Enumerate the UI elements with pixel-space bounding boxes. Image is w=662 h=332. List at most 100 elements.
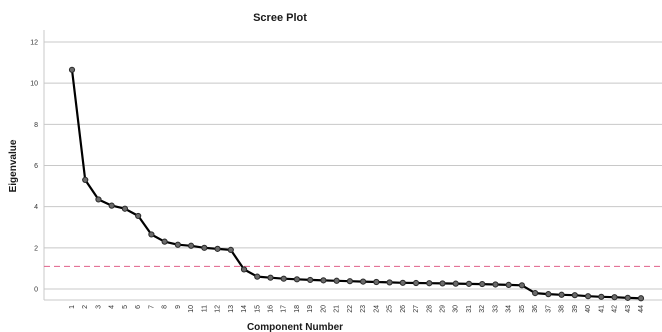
x-tick-label-1: 1 <box>69 305 76 309</box>
y-tick-label-8: 8 <box>34 122 38 129</box>
x-tick-label-36: 36 <box>532 305 539 313</box>
x-tick-label-17: 17 <box>281 305 288 313</box>
x-tick-label-12: 12 <box>215 305 222 313</box>
data-point-13 <box>227 246 234 253</box>
x-axis-ticks: 1 2 3 4 5 6 7 8 9 10 11 12 13 14 15 16 17 18 19 20 21 22 23 24 2… <box>69 305 645 313</box>
x-tick-label-39: 39 <box>572 305 579 313</box>
x-tick-label-5: 5 <box>122 305 129 309</box>
x-tick-label-27: 27 <box>413 305 420 313</box>
x-tick-label-38: 38 <box>559 305 566 313</box>
data-point-10 <box>187 242 195 249</box>
y-tick-label-0: 0 <box>34 287 38 294</box>
x-tick-label-13: 13 <box>228 305 235 313</box>
x-tick-label-11: 11 <box>201 305 208 312</box>
x-tick-label-7: 7 <box>148 305 155 309</box>
data-point-9 <box>174 241 181 248</box>
data-point-4 <box>108 202 115 209</box>
y-tick-label-2: 2 <box>34 245 38 252</box>
data-point-1 <box>68 66 76 73</box>
y-tick-label-12: 12 <box>30 40 38 47</box>
data-point-18 <box>293 276 301 283</box>
data-point-32 <box>479 280 486 288</box>
x-tick-label-26: 26 <box>400 305 407 313</box>
x-axis-label: Component Number <box>247 322 343 332</box>
data-point-23 <box>360 278 367 285</box>
data-point-27 <box>412 279 420 287</box>
x-tick-label-33: 33 <box>492 305 499 313</box>
x-tick-label-9: 9 <box>175 305 182 309</box>
data-point-11 <box>201 244 208 251</box>
x-tick-label-32: 32 <box>479 305 486 313</box>
data-point-16 <box>267 274 274 281</box>
x-tick-label-16: 16 <box>267 305 274 313</box>
x-tick-label-28: 28 <box>426 305 433 313</box>
data-point-37 <box>545 291 552 298</box>
x-tick-label-34: 34 <box>506 305 513 313</box>
data-point-21 <box>333 277 340 284</box>
data-point-12 <box>214 245 221 252</box>
x-tick-label-35: 35 <box>519 305 526 313</box>
data-point-25 <box>386 279 393 286</box>
x-tick-label-24: 24 <box>373 305 380 313</box>
x-tick-label-18: 18 <box>294 305 301 313</box>
data-point-41 <box>598 293 605 300</box>
data-point-34 <box>505 281 512 288</box>
data-point-44 <box>637 295 645 302</box>
x-tick-label-22: 22 <box>347 305 354 313</box>
data-point-38 <box>558 291 565 298</box>
x-tick-label-23: 23 <box>360 305 367 313</box>
x-tick-label-30: 30 <box>453 305 460 313</box>
x-tick-label-37: 37 <box>545 305 552 313</box>
x-tick-label-41: 41 <box>598 305 605 313</box>
y-tick-label-10: 10 <box>30 81 38 88</box>
x-tick-label-42: 42 <box>612 305 619 313</box>
x-tick-label-29: 29 <box>440 305 447 313</box>
chart-title: Scree Plot <box>253 12 307 24</box>
data-point-17 <box>280 275 287 282</box>
y-axis-label: Eigenvalue <box>8 139 19 192</box>
series-group <box>68 66 645 302</box>
data-point-22 <box>346 278 353 285</box>
x-tick-label-40: 40 <box>585 305 592 313</box>
data-point-35 <box>518 282 526 289</box>
y-tick-label-6: 6 <box>34 163 38 170</box>
data-point-7 <box>148 231 155 238</box>
x-tick-label-21: 21 <box>334 305 341 313</box>
data-point-33 <box>492 281 499 288</box>
data-point-29 <box>439 280 446 287</box>
data-point-8 <box>161 238 168 245</box>
data-point-2 <box>82 176 89 184</box>
data-point-15 <box>254 273 261 280</box>
data-point-43 <box>624 294 631 301</box>
x-tick-label-25: 25 <box>387 305 394 313</box>
data-point-20 <box>320 277 327 284</box>
x-tick-label-20: 20 <box>320 305 327 313</box>
data-point-28 <box>426 280 433 287</box>
y-tick-label-4: 4 <box>34 204 38 211</box>
x-tick-label-6: 6 <box>135 305 142 309</box>
y-axis-ticks: 0 2 4 6 8 10 12 <box>30 40 38 294</box>
data-point-31 <box>465 280 473 287</box>
data-point-19 <box>307 276 314 284</box>
x-tick-label-2: 2 <box>82 305 89 309</box>
data-point-6 <box>135 212 142 220</box>
x-tick-label-4: 4 <box>109 305 116 309</box>
data-point-3 <box>95 196 102 203</box>
x-tick-label-43: 43 <box>625 305 632 313</box>
data-point-40 <box>584 293 592 300</box>
x-tick-label-15: 15 <box>254 305 261 313</box>
data-point-36 <box>532 290 539 297</box>
x-tick-label-10: 10 <box>188 305 195 313</box>
data-point-26 <box>399 279 406 286</box>
x-tick-label-19: 19 <box>307 305 314 313</box>
data-point-39 <box>571 292 578 299</box>
x-tick-label-31: 31 <box>466 305 473 313</box>
x-tick-label-3: 3 <box>95 305 102 309</box>
x-tick-label-44: 44 <box>638 305 645 313</box>
data-point-24 <box>373 278 380 286</box>
data-point-14 <box>240 266 248 273</box>
x-tick-label-14: 14 <box>241 305 248 313</box>
data-point-42 <box>611 294 618 301</box>
data-point-30 <box>452 280 459 287</box>
